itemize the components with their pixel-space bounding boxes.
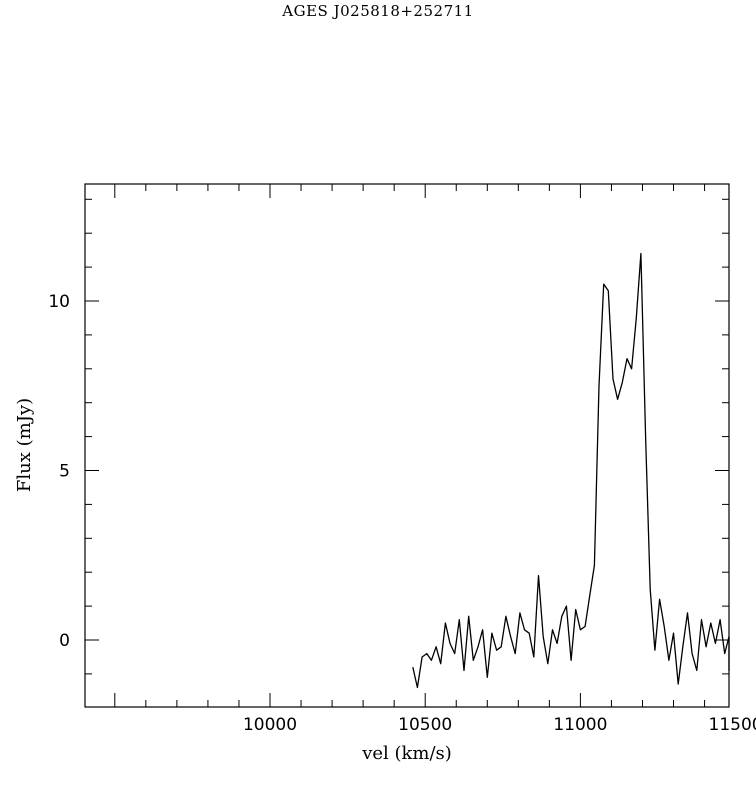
x-tick-label: 10000 xyxy=(243,715,297,735)
y-axis-label: Flux (mJy) xyxy=(14,398,35,492)
x-tick-label: 10500 xyxy=(398,715,452,735)
y-tick-label: 5 xyxy=(59,462,70,482)
y-tick-label: 0 xyxy=(59,631,70,651)
chart-title: AGES J025818+252711 xyxy=(282,2,474,20)
y-tick-label: 10 xyxy=(48,292,70,312)
x-axis-label: vel (km/s) xyxy=(361,743,452,764)
axis-ticks xyxy=(85,184,729,707)
flux-series-line xyxy=(412,252,730,689)
plot-frame xyxy=(84,183,730,708)
x-tick-label: 11000 xyxy=(553,715,607,735)
